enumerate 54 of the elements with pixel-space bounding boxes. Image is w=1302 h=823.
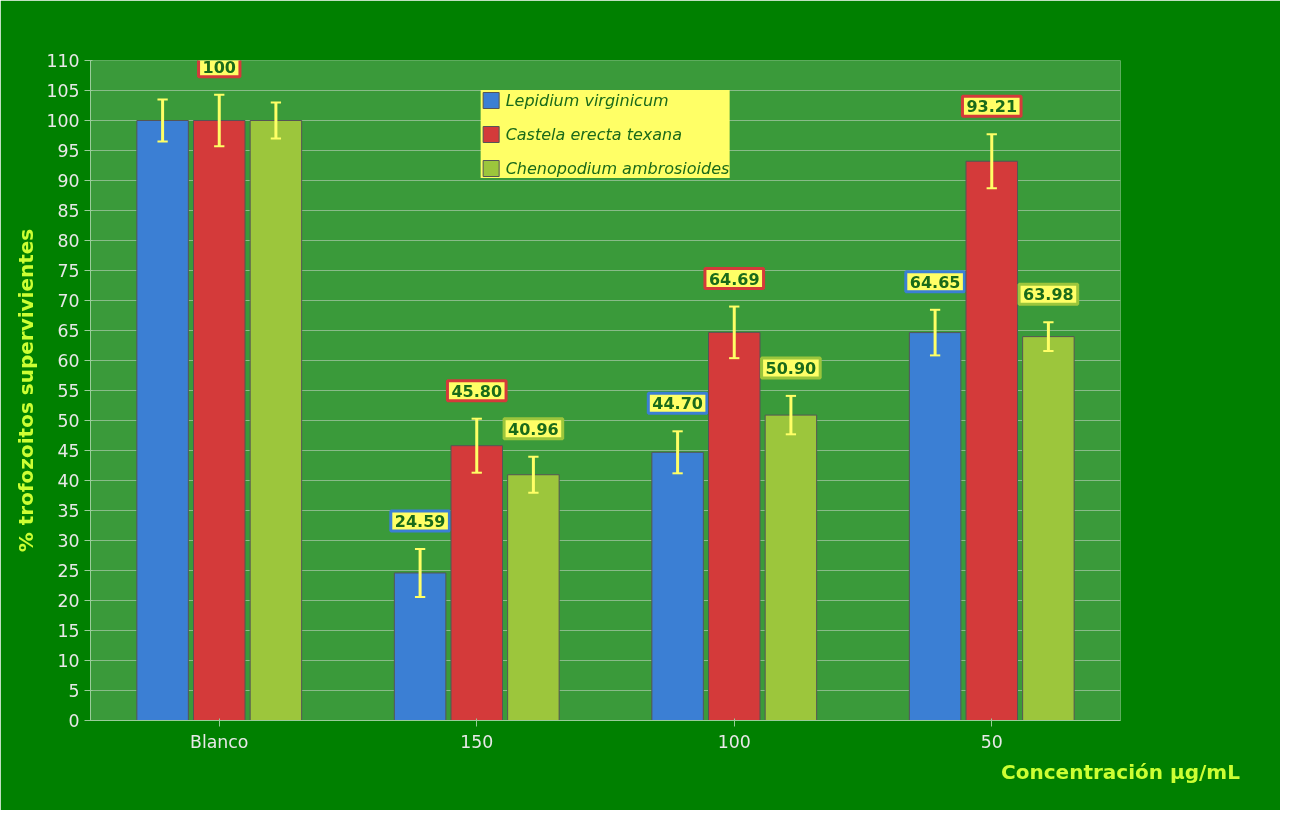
x-tick-label: 50 [980, 731, 1003, 752]
data-label: 64.65 [909, 272, 961, 292]
data-label: 50.90 [765, 358, 817, 378]
y-tick-label: 60 [57, 351, 80, 371]
bar [507, 474, 560, 721]
y-tick-label: 10 [57, 651, 80, 671]
legend-label: Lepidium virginicum [505, 90, 669, 110]
data-label: 64.69 [708, 269, 760, 289]
bar [965, 160, 1018, 721]
bar [1022, 336, 1075, 721]
data-label: 63.98 [1023, 285, 1074, 305]
bar [908, 332, 962, 721]
x-tick-label: 100 [717, 731, 751, 752]
data-label: 24.59 [394, 511, 446, 531]
y-tick-label: 90 [57, 171, 80, 191]
bar [450, 445, 503, 721]
data-label: 40.96 [508, 419, 559, 439]
y-axis-title: % trofozoitos supervivientes [14, 228, 39, 553]
x-tick-label: Blanco [190, 731, 249, 752]
y-tick-label: 65 [57, 321, 80, 341]
y-tick-label: 30 [57, 531, 80, 551]
bar [708, 331, 761, 721]
y-tick-label: 0 [68, 711, 80, 731]
y-tick-label: 50 [57, 411, 80, 431]
bar [193, 120, 246, 721]
y-tick-label: 105 [46, 81, 80, 101]
data-label: 45.80 [451, 381, 503, 401]
y-tick-label: 20 [57, 591, 80, 611]
y-tick-label: 40 [57, 471, 80, 491]
y-tick-label: 100 [46, 111, 80, 131]
data-label: 93.21 [966, 97, 1018, 117]
y-tick-label: 75 [57, 261, 80, 281]
bar [393, 572, 447, 721]
y-tick-label: 45 [57, 441, 80, 461]
y-tick-label: 80 [57, 231, 80, 251]
y-tick-label: 70 [57, 291, 80, 311]
legend-label: Chenopodium ambrosioides [505, 158, 730, 178]
x-axis-title: Concentración μg/mL [1001, 759, 1241, 784]
x-tick-label: 150 [460, 731, 494, 752]
bar [249, 120, 303, 721]
y-tick-label: 85 [57, 201, 80, 221]
bar [651, 451, 704, 721]
y-tick-label: 25 [57, 561, 80, 581]
data-label: 100 [202, 57, 236, 77]
y-tick-label: 15 [57, 621, 80, 641]
y-tick-label: 35 [57, 501, 80, 521]
bar [764, 414, 818, 721]
y-tick-label: 5 [68, 681, 80, 701]
y-tick-label: 55 [57, 381, 80, 401]
legend-label: Castela erecta texana [505, 124, 682, 144]
y-tick-label: 95 [57, 141, 80, 161]
y-tick-label: 110 [46, 51, 80, 71]
data-label: 44.70 [652, 394, 703, 414]
bar [136, 120, 189, 721]
